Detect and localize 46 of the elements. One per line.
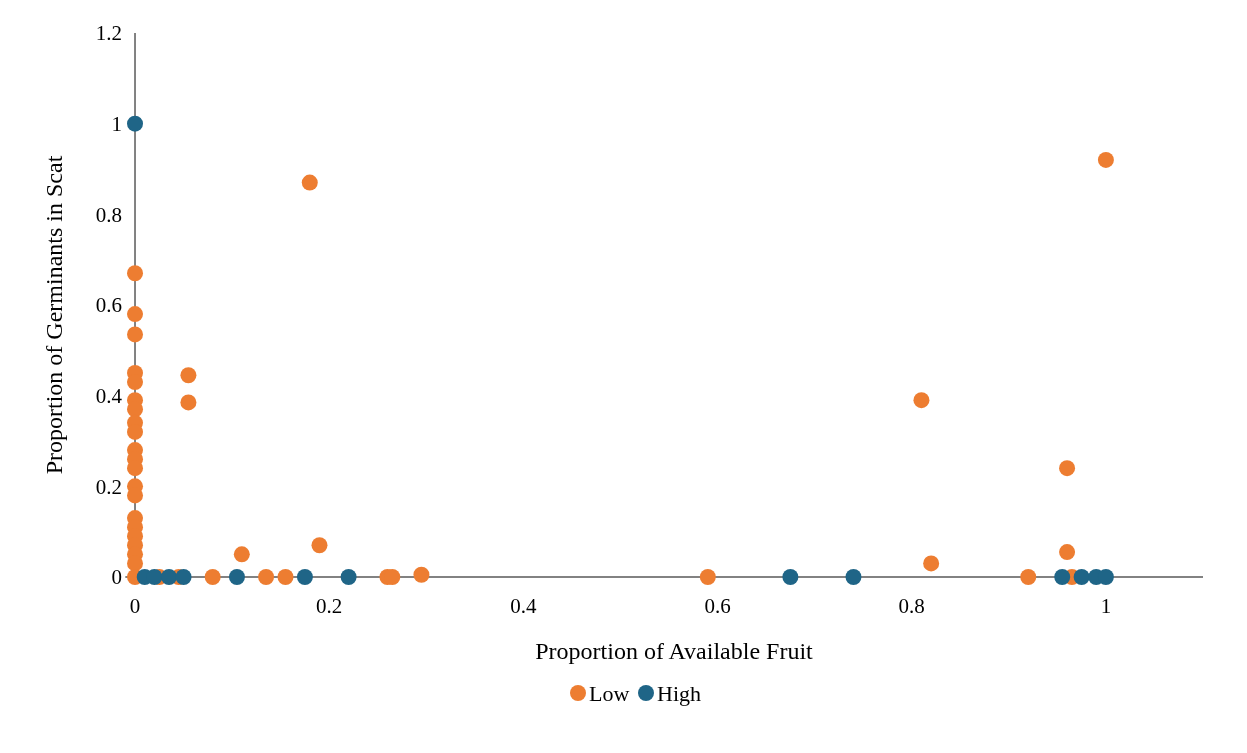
x-tick-label: 0.2: [316, 594, 343, 618]
point: [1054, 569, 1071, 585]
point: [1059, 544, 1076, 561]
y-tick-label: 0.2: [95, 474, 123, 499]
point: [160, 569, 177, 585]
y-axis-title: Proportion of Germinants in Scat: [41, 155, 67, 475]
y-tick-label: 0: [111, 565, 123, 590]
point: [228, 569, 245, 585]
point: [699, 569, 716, 585]
point: [311, 537, 328, 554]
point: [301, 174, 318, 191]
point: [913, 392, 930, 409]
point: [413, 566, 430, 583]
point: [180, 367, 197, 384]
y-tick-label: 1: [111, 112, 123, 137]
point: [233, 546, 250, 563]
x-tick-label: 0.4: [510, 594, 537, 618]
legend-label: High: [657, 680, 701, 706]
point: [1097, 151, 1114, 168]
point: [277, 569, 294, 585]
point: [1020, 569, 1037, 585]
point: [1059, 460, 1076, 477]
point: [204, 569, 221, 585]
y-tick-label: 0.6: [95, 293, 123, 318]
x-tick-label: 0.8: [898, 594, 925, 618]
point: [782, 569, 799, 585]
x-axis-title: Proportion of Available Fruit: [535, 638, 814, 664]
y-tick-label: 1.2: [95, 21, 123, 46]
point: [296, 569, 313, 585]
point: [340, 569, 357, 585]
point: [127, 265, 144, 282]
point: [1073, 569, 1090, 585]
point: [127, 326, 144, 343]
point: [845, 569, 862, 585]
x-tick-label: 0.6: [704, 594, 731, 618]
point: [127, 306, 144, 323]
y-tick-label: 0.8: [95, 202, 123, 227]
point: [127, 115, 144, 132]
point: [175, 569, 192, 585]
point: [180, 394, 197, 411]
point: [923, 555, 940, 572]
x-tick-label: 0: [129, 594, 141, 618]
x-tick-label: 1: [1100, 594, 1112, 618]
y-tick-label: 0.4: [95, 384, 123, 409]
point: [258, 569, 275, 585]
legend-label: Low: [589, 680, 630, 706]
